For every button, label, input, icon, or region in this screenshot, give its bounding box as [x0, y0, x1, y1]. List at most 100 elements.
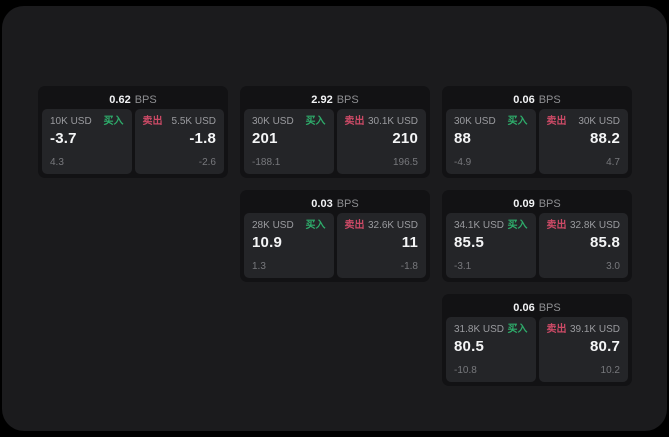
card-header: 2.92 BPS: [244, 90, 426, 109]
bps-value: 2.92: [311, 93, 333, 106]
sell-sub-value: 196.5: [392, 157, 418, 168]
sell-sub-value: -1.8: [400, 261, 418, 272]
buy-side-label: 买入: [507, 116, 528, 127]
sell-pane[interactable]: 卖出 30.1K USD 210 196.5: [336, 109, 426, 174]
sell-amount: 30.1K USD: [367, 116, 418, 127]
buy-sell-panes: 31.8K USD 买入 80.5 -10.8 卖出 39.1K USD 80.…: [446, 317, 628, 382]
buy-pane[interactable]: 31.8K USD 买入 80.5 -10.8: [446, 317, 536, 382]
buy-amount: 28K USD: [252, 220, 294, 231]
buy-pane-header: 30K USD 买入: [252, 116, 326, 127]
bps-value: 0.09: [513, 197, 535, 210]
buy-pane[interactable]: 10K USD 买入 -3.7 4.3: [42, 109, 132, 174]
buy-side-label: 买入: [507, 324, 528, 335]
sell-side-label: 卖出: [344, 116, 365, 127]
buy-sub-value: -3.1: [454, 261, 472, 272]
sell-price: 210: [392, 130, 418, 147]
buy-pane-header: 28K USD 买入: [252, 220, 326, 231]
quote-card: 0.03 BPS 28K USD 买入 10.9 1.3 卖出: [240, 190, 430, 282]
bps-value: 0.03: [311, 197, 333, 210]
sell-pane[interactable]: 卖出 32.8K USD 85.8 3.0: [538, 213, 628, 278]
bps-unit-label: BPS: [538, 301, 561, 314]
app-background: 0.62 BPS 10K USD 买入 -3.7 4.3 卖出: [2, 6, 667, 431]
sell-side-label: 卖出: [546, 220, 567, 231]
buy-amount: 10K USD: [50, 116, 92, 127]
sell-sub-value: -2.6: [198, 157, 216, 168]
buy-pane[interactable]: 28K USD 买入 10.9 1.3: [244, 213, 334, 278]
bps-unit-label: BPS: [134, 93, 157, 106]
sell-amount: 30K USD: [578, 116, 620, 127]
card-header: 0.06 BPS: [446, 298, 628, 317]
sell-sub-value: 4.7: [606, 157, 620, 168]
buy-sell-panes: 30K USD 买入 201 -188.1 卖出 30.1K USD 210 1…: [244, 109, 426, 174]
bps-unit-label: BPS: [336, 93, 359, 106]
sell-pane[interactable]: 卖出 30K USD 88.2 4.7: [538, 109, 628, 174]
bps-unit-label: BPS: [538, 197, 561, 210]
buy-sell-panes: 10K USD 买入 -3.7 4.3 卖出 5.5K USD -1.8 -2.…: [42, 109, 224, 174]
buy-sub-value: 4.3: [50, 157, 64, 168]
sell-side-label: 卖出: [546, 324, 567, 335]
buy-amount: 30K USD: [454, 116, 496, 127]
sell-pane[interactable]: 卖出 39.1K USD 80.7 10.2: [538, 317, 628, 382]
buy-price: 88: [454, 130, 472, 147]
buy-sub-value: -188.1: [252, 157, 281, 168]
sell-pane-header: 卖出 30K USD: [547, 116, 621, 127]
buy-side-label: 买入: [103, 116, 124, 127]
quote-card: 0.06 BPS 30K USD 买入 88 -4.9 卖出: [442, 86, 632, 178]
buy-amount: 30K USD: [252, 116, 294, 127]
sell-side-label: 卖出: [142, 116, 163, 127]
buy-price: 80.5: [454, 338, 484, 355]
card-header: 0.62 BPS: [42, 90, 224, 109]
sell-pane-header: 卖出 39.1K USD: [547, 324, 621, 335]
buy-pane[interactable]: 30K USD 买入 201 -188.1: [244, 109, 334, 174]
buy-pane[interactable]: 30K USD 买入 88 -4.9: [446, 109, 536, 174]
quote-card: 0.62 BPS 10K USD 买入 -3.7 4.3 卖出: [38, 86, 228, 178]
buy-sell-panes: 34.1K USD 买入 85.5 -3.1 卖出 32.8K USD 85.8…: [446, 213, 628, 278]
quote-card: 2.92 BPS 30K USD 买入 201 -188.1 卖出: [240, 86, 430, 178]
sell-price: 85.8: [590, 234, 620, 251]
sell-pane[interactable]: 卖出 32.6K USD 11 -1.8: [336, 213, 426, 278]
buy-price: 85.5: [454, 234, 484, 251]
buy-pane-header: 30K USD 买入: [454, 116, 528, 127]
sell-amount: 32.6K USD: [367, 220, 418, 231]
bps-value: 0.06: [513, 301, 535, 314]
buy-pane-header: 10K USD 买入: [50, 116, 124, 127]
quote-cards-grid: 0.62 BPS 10K USD 买入 -3.7 4.3 卖出: [38, 86, 632, 386]
sell-pane-header: 卖出 32.6K USD: [345, 220, 419, 231]
quote-card: 0.09 BPS 34.1K USD 买入 85.5 -3.1 卖出: [442, 190, 632, 282]
sell-side-label: 卖出: [344, 220, 365, 231]
sell-pane-header: 卖出 32.8K USD: [547, 220, 621, 231]
buy-amount: 31.8K USD: [454, 324, 505, 335]
card-header: 0.03 BPS: [244, 194, 426, 213]
buy-price: 201: [252, 130, 278, 147]
buy-side-label: 买入: [305, 116, 326, 127]
sell-amount: 5.5K USD: [171, 116, 216, 127]
buy-pane-header: 31.8K USD 买入: [454, 324, 528, 335]
buy-sub-value: -4.9: [454, 157, 472, 168]
buy-price: -3.7: [50, 130, 77, 147]
buy-pane-header: 34.1K USD 买入: [454, 220, 528, 231]
card-header: 0.06 BPS: [446, 90, 628, 109]
sell-price: -1.8: [189, 130, 216, 147]
buy-side-label: 买入: [305, 220, 326, 231]
sell-price: 88.2: [590, 130, 620, 147]
sell-pane[interactable]: 卖出 5.5K USD -1.8 -2.6: [134, 109, 224, 174]
buy-sub-value: 1.3: [252, 261, 266, 272]
sell-side-label: 卖出: [546, 116, 567, 127]
sell-pane-header: 卖出 5.5K USD: [143, 116, 217, 127]
sell-price: 80.7: [590, 338, 620, 355]
buy-pane[interactable]: 34.1K USD 买入 85.5 -3.1: [446, 213, 536, 278]
bps-value: 0.62: [109, 93, 131, 106]
bps-unit-label: BPS: [538, 93, 561, 106]
buy-sell-panes: 28K USD 买入 10.9 1.3 卖出 32.6K USD 11 -1.8: [244, 213, 426, 278]
sell-price: 11: [401, 234, 418, 251]
card-header: 0.09 BPS: [446, 194, 628, 213]
buy-side-label: 买入: [507, 220, 528, 231]
sell-amount: 32.8K USD: [569, 220, 620, 231]
bps-value: 0.06: [513, 93, 535, 106]
buy-sell-panes: 30K USD 买入 88 -4.9 卖出 30K USD 88.2 4.7: [446, 109, 628, 174]
quote-card: 0.06 BPS 31.8K USD 买入 80.5 -10.8 卖: [442, 294, 632, 386]
buy-price: 10.9: [252, 234, 282, 251]
buy-amount: 34.1K USD: [454, 220, 505, 231]
bps-unit-label: BPS: [336, 197, 359, 210]
